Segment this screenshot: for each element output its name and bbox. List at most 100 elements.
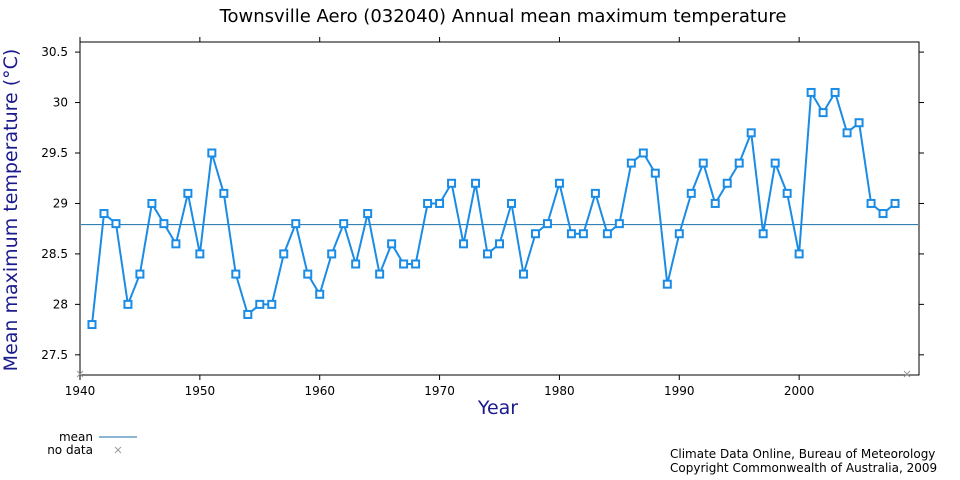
legend-mean-label: mean: [59, 430, 93, 444]
x-tick-label: 1950: [185, 384, 216, 398]
data-point: [207, 148, 217, 158]
data-point: [506, 198, 516, 208]
data-point: [590, 188, 600, 198]
x-tick-label: 1940: [65, 384, 96, 398]
data-point: [794, 249, 804, 259]
series-line: [91, 89, 896, 325]
data-point: [171, 239, 181, 249]
data-point: [459, 239, 469, 249]
data-point: [183, 188, 193, 198]
data-point: [495, 239, 504, 249]
data-point: [650, 168, 660, 178]
data-point: [566, 229, 576, 239]
y-tick-label: 30.5: [41, 45, 68, 59]
data-point: [710, 198, 720, 208]
data-point: [854, 118, 864, 128]
data-point: [219, 188, 229, 198]
no-data-point: [903, 370, 911, 378]
data-point: [686, 188, 696, 198]
x-axis-label: Year: [477, 397, 518, 419]
data-point: [518, 269, 528, 279]
data-point: [447, 178, 457, 188]
x-tick-label: 1960: [304, 384, 335, 398]
data-point: [123, 299, 133, 309]
data-point: [483, 249, 493, 259]
data-point: [303, 269, 313, 279]
data-point: [327, 249, 337, 259]
y-axis-ticks: 27.5 28 28.5 29 29.5 30 30.5: [41, 45, 924, 362]
data-point: [578, 229, 588, 239]
data-point: [530, 229, 540, 239]
data-point: [159, 219, 169, 229]
data-point: [363, 209, 373, 219]
data-point: [626, 158, 636, 168]
y-tick-label: 29.5: [41, 146, 68, 160]
data-point: [399, 259, 409, 269]
data-point: [279, 249, 289, 259]
data-point: [542, 219, 552, 229]
data-point: [387, 239, 397, 249]
y-axis-label: Mean maximum temperature (°C): [0, 49, 22, 372]
data-point: [195, 249, 205, 259]
y-tick-label: 28.5: [41, 247, 68, 261]
y-tick-label: 29: [53, 196, 68, 210]
no-data-point: [76, 370, 84, 378]
data-point: [722, 178, 732, 188]
data-point: [291, 219, 301, 229]
data-point: [87, 320, 97, 330]
data-point: [554, 178, 564, 188]
data-point: [890, 198, 900, 208]
data-point: [375, 269, 385, 279]
y-tick-label: 28: [53, 297, 68, 311]
data-point: [147, 198, 157, 208]
data-point: [782, 188, 792, 198]
data-point: [866, 198, 876, 208]
data-markers: [87, 87, 900, 330]
data-point: [243, 309, 253, 319]
x-tick-label: 2000: [784, 384, 815, 398]
data-point: [878, 209, 888, 219]
data-point: [842, 128, 852, 138]
data-point: [231, 269, 241, 279]
data-point: [830, 87, 840, 97]
data-point: [806, 87, 816, 97]
data-point: [614, 219, 624, 229]
legend: mean no data: [47, 430, 137, 457]
x-axis-ticks: 1940 1950 1960 1970 1980 1990 2000: [65, 37, 815, 398]
data-point: [698, 158, 708, 168]
data-point: [471, 178, 481, 188]
credit-line-2: Copyright Commonwealth of Australia, 200…: [670, 461, 937, 475]
x-tick-label: 1990: [664, 384, 695, 398]
data-point: [638, 148, 648, 158]
data-point: [135, 269, 145, 279]
data-point: [351, 259, 361, 269]
legend-nodata-label: no data: [47, 443, 93, 457]
data-point: [746, 128, 756, 138]
data-point: [662, 279, 672, 289]
legend-nodata-swatch: [114, 446, 122, 454]
x-tick-label: 1970: [424, 384, 455, 398]
data-point: [734, 158, 744, 168]
data-point: [411, 259, 421, 269]
data-point: [602, 229, 612, 239]
data-point: [267, 299, 277, 309]
plot-frame: [79, 41, 920, 376]
data-point: [758, 229, 768, 239]
data-point: [339, 219, 349, 229]
data-point: [111, 219, 121, 229]
no-data-markers: [76, 370, 911, 378]
data-point: [818, 108, 828, 118]
data-point: [255, 299, 265, 309]
y-tick-label: 27.5: [41, 348, 68, 362]
data-point: [315, 289, 325, 299]
chart-title: Townsville Aero (032040) Annual mean max…: [219, 6, 787, 27]
data-point: [770, 158, 780, 168]
x-tick-label: 1980: [544, 384, 575, 398]
data-point: [423, 198, 433, 208]
credit-line-1: Climate Data Online, Bureau of Meteorolo…: [670, 447, 935, 461]
data-point: [99, 209, 109, 219]
y-tick-label: 30: [53, 96, 68, 110]
data-point: [674, 229, 684, 239]
data-point: [435, 198, 445, 208]
